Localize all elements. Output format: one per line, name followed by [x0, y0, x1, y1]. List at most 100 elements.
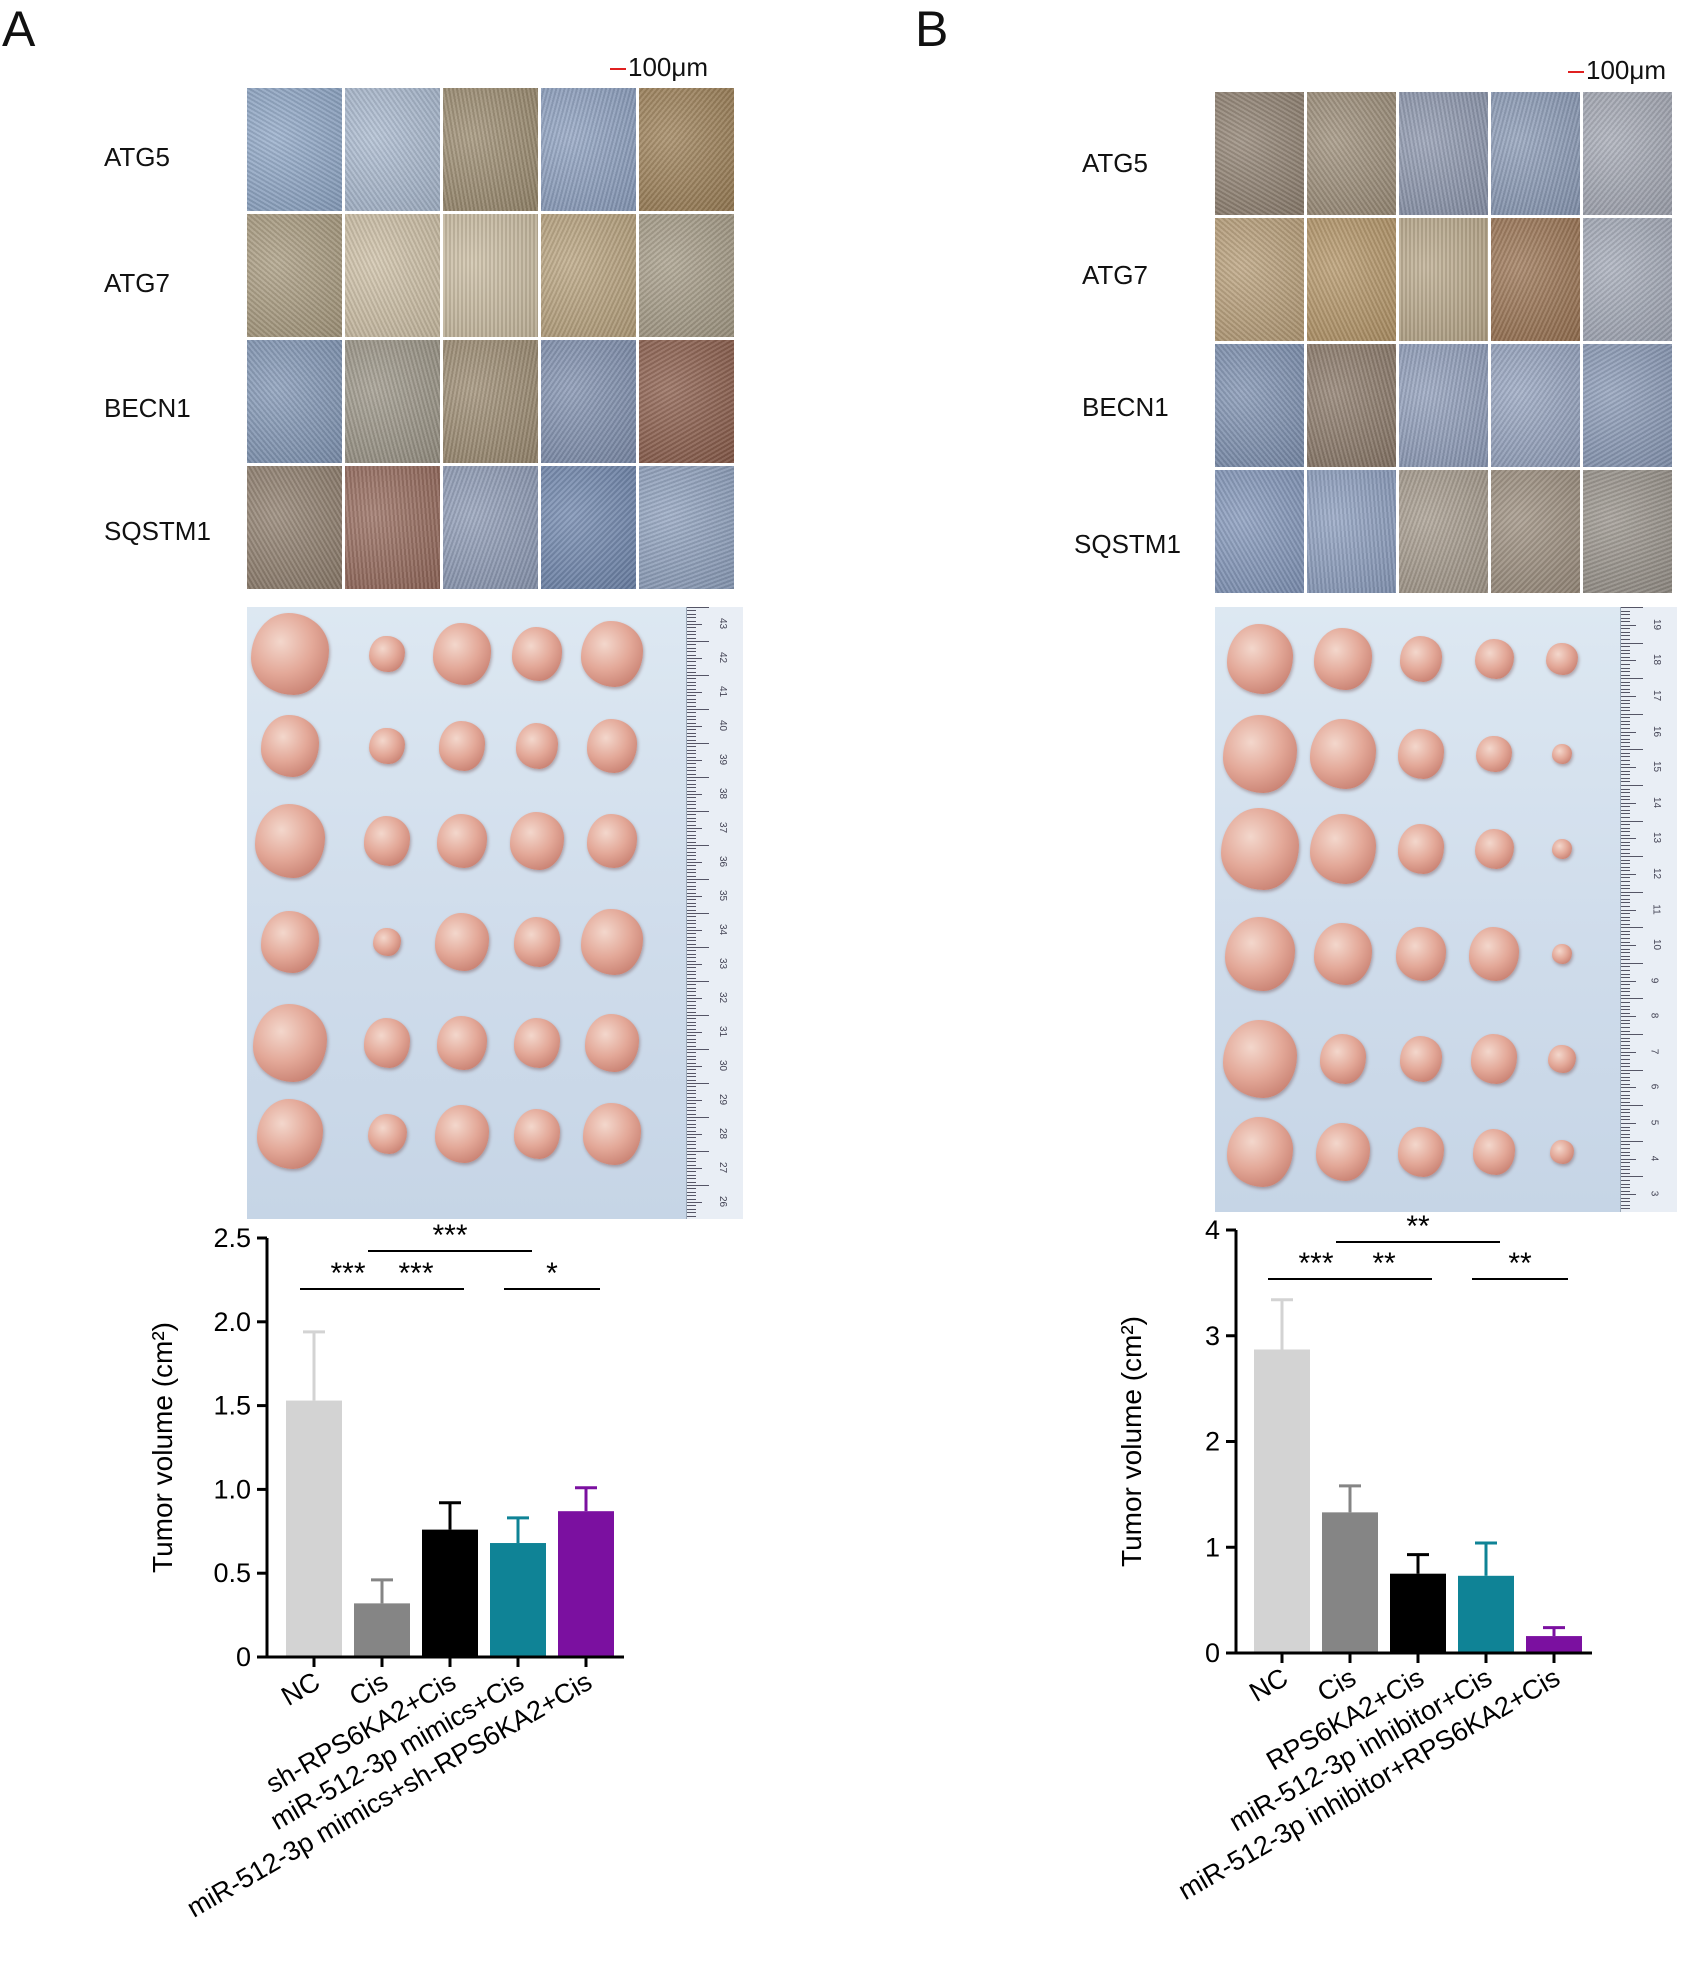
ruler-tick: [687, 712, 696, 714]
ruler-tick: [1621, 856, 1643, 858]
ruler-tick: [687, 787, 696, 789]
significance-label: ***: [432, 1219, 467, 1252]
ruler-tick: [687, 1161, 696, 1163]
bar: [422, 1529, 478, 1657]
tumor-sample: [1395, 927, 1447, 981]
ihc-micrograph: [541, 88, 636, 211]
ruler-tick: [1621, 852, 1630, 854]
tumor-sample: [1221, 808, 1299, 890]
ruler-tick: [1621, 1069, 1643, 1071]
y-axis-label: Tumor volume (cm²): [1116, 1316, 1147, 1567]
ruler-tick: [687, 892, 696, 894]
ruler-tick: [687, 641, 709, 642]
ihc-micrograph: [247, 214, 342, 337]
ruler-tick: [687, 1110, 696, 1112]
ruler-tick: [687, 630, 696, 632]
ruler-tick: [687, 841, 696, 843]
ruler-tick: [687, 1164, 696, 1166]
ruler-tick: [1621, 667, 1630, 669]
ruler-tick: [1621, 977, 1630, 979]
ruler-tick: [687, 797, 696, 799]
ruler-tick: [1621, 656, 1630, 658]
ruler-tick: [687, 862, 702, 863]
ruler-tick: [1621, 863, 1630, 865]
ruler-tick: [1621, 699, 1630, 701]
scale-bar-label: 100μm: [1586, 55, 1667, 85]
ruler-tick: [687, 777, 709, 778]
ruler-tick: [687, 607, 709, 608]
ruler-tick: [1621, 660, 1636, 662]
ruler-tick: [1621, 1179, 1630, 1181]
ruler-tick: [1621, 685, 1630, 687]
ruler-tick: [1621, 1083, 1630, 1085]
ruler-tick: [687, 1106, 696, 1108]
ruler-tick: [1621, 703, 1630, 705]
ruler-tick: [687, 668, 696, 670]
ihc-micrograph: [247, 466, 342, 589]
ruler-tick: [1621, 1062, 1630, 1064]
y-tick-label: 0: [1205, 1638, 1220, 1668]
ruler-tick: [1621, 923, 1630, 925]
bar: [1322, 1512, 1378, 1653]
ruler-tick: [687, 783, 696, 785]
y-tick-label: 2.0: [213, 1307, 251, 1337]
ruler-tick: [687, 685, 696, 687]
ruler-tick: [687, 1178, 696, 1180]
ruler-tick: [1621, 909, 1636, 911]
ruler: 43 42 41 40 39 38 37 36 35 34 33 32 31 30 29 28 27 26: [686, 607, 743, 1219]
ruler-tick: [1621, 873, 1636, 875]
tumor-sample: [1313, 628, 1373, 690]
ruler-tick: [687, 1195, 696, 1197]
ruler-tick: [687, 916, 696, 918]
tumor-sample: [582, 1103, 642, 1165]
ruler-tick: [687, 1083, 709, 1084]
significance-label: ***: [1298, 1247, 1333, 1280]
ruler-tick: [687, 726, 702, 727]
ruler-tick-label: 38: [717, 787, 729, 800]
ruler-tick: [1621, 624, 1636, 626]
ruler-tick: [1621, 792, 1630, 794]
ruler-tick: [687, 882, 696, 884]
ruler-tick: [1621, 881, 1630, 883]
ruler-tick: [687, 705, 696, 707]
ruler-tick: [687, 926, 696, 928]
ruler-tick: [687, 1157, 696, 1159]
ruler-tick: [1621, 1112, 1630, 1114]
ruler-tick: [687, 1021, 696, 1023]
ruler-tick-label: 15: [1651, 761, 1663, 773]
ruler-tick: [687, 991, 696, 993]
tumor-sample: [511, 627, 563, 681]
ruler-tick: [687, 838, 696, 840]
ruler-tick: [1621, 784, 1643, 786]
ruler-tick: [1621, 1105, 1643, 1107]
ruler-tick: [687, 1212, 696, 1214]
tumor-sample: [1226, 624, 1294, 694]
ruler-tick: [687, 1171, 696, 1173]
tumor-sample: [1550, 1139, 1574, 1165]
ruler-tick: [1621, 681, 1630, 683]
ruler-tick: [1621, 1076, 1630, 1078]
ruler-tick: [687, 1181, 696, 1183]
ruler-tick: [1621, 1155, 1630, 1157]
ruler-tick: [1621, 653, 1630, 655]
ruler-tick: [687, 692, 702, 693]
ruler-tick: [1621, 1204, 1630, 1206]
tumor-sample: [1315, 1123, 1371, 1181]
ruler-tick: [1621, 952, 1630, 954]
ruler-tick: [687, 1134, 702, 1135]
significance-label: ***: [330, 1257, 365, 1290]
ruler-tick: [1621, 1101, 1630, 1103]
ruler-tick: [687, 950, 696, 952]
ruler-tick: [687, 698, 696, 700]
ruler-tick: [1621, 1183, 1630, 1185]
ruler-tick: [1621, 1190, 1630, 1192]
ruler-tick: [687, 1198, 696, 1200]
y-tick-label: 3: [1205, 1321, 1220, 1351]
ruler-tick: [687, 981, 709, 982]
tumor-sample: [369, 635, 405, 673]
ruler-tick: [1621, 1026, 1630, 1028]
ruler-tick: [1621, 717, 1630, 719]
ruler-tick: [1621, 607, 1643, 608]
ruler-tick: [1621, 1108, 1630, 1110]
